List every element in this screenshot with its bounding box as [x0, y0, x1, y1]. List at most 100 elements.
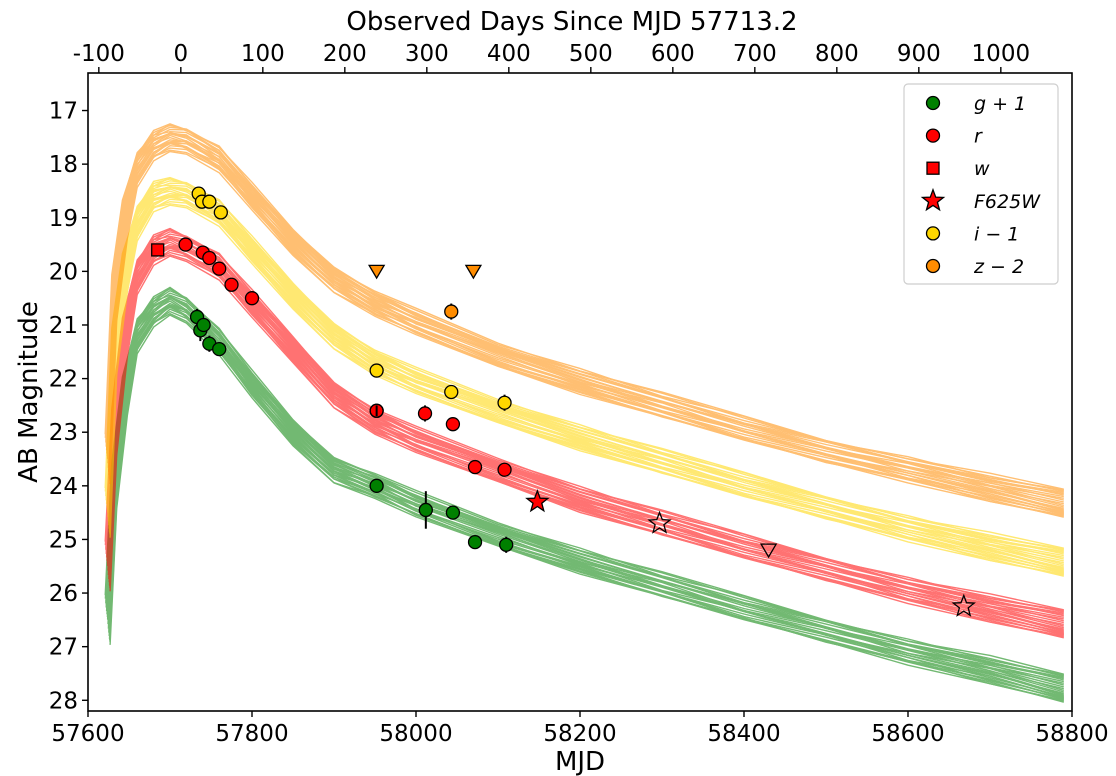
data-point [212, 261, 227, 276]
x-tick-label: 58400 [707, 721, 780, 747]
top-tick-label: 100 [241, 41, 285, 67]
top-tick-label: 500 [569, 41, 613, 67]
observation-group-6 [191, 186, 512, 411]
legend-label: r [974, 126, 983, 148]
y-tick-label: 22 [49, 367, 78, 393]
data-point [464, 264, 483, 280]
top-tick-label: 0 [174, 41, 189, 67]
data-point [444, 384, 459, 400]
data-point [178, 237, 193, 252]
model-curve [109, 204, 1064, 577]
legend-marker [920, 187, 946, 212]
observation-group-0 [189, 308, 514, 553]
data-point [417, 406, 433, 421]
legend-label: g + 1 [974, 93, 1026, 115]
data-point [467, 534, 483, 550]
data-point [497, 462, 512, 477]
observation-group-9 [759, 543, 778, 559]
legend-marker [925, 226, 941, 241]
top-tick-label: 300 [405, 41, 449, 67]
model-curve [105, 133, 1064, 498]
model-curve [105, 289, 1064, 678]
model-curve [105, 237, 1064, 618]
model-curve [109, 150, 1064, 518]
y-tick-label: 27 [49, 635, 78, 661]
data-point [445, 505, 461, 520]
data-point [368, 264, 386, 280]
legend-box [903, 83, 1059, 285]
y-axis-label: AB Magnitude [14, 301, 44, 483]
data-point [151, 243, 165, 257]
legend-marker [925, 128, 941, 143]
top-tick-label: 900 [897, 41, 941, 67]
observation-points [151, 186, 976, 617]
y-tick-label: 24 [49, 474, 78, 500]
top-tick-label: 200 [323, 41, 367, 67]
model-curve [109, 314, 1064, 703]
data-point [499, 537, 514, 552]
legend-label: F625W [974, 191, 1041, 213]
y-tick-label: 18 [49, 152, 78, 178]
observation-group-5 [647, 510, 976, 617]
data-point [418, 502, 433, 518]
data-point [467, 459, 483, 475]
y-tick-label: 21 [49, 313, 78, 339]
y-tick-label: 20 [49, 259, 78, 285]
y-tick-label: 28 [49, 688, 78, 714]
data-point [951, 593, 976, 617]
axis-ticks: 57600 57800 58000 58200 58400 58600 58800 17 18 1… [49, 41, 1109, 747]
x-tick-label: 58000 [379, 721, 452, 747]
legend: g + 1 rw F625W i − 1 z − 2 [903, 83, 1059, 285]
model-curve [108, 195, 1064, 572]
data-point [212, 341, 227, 357]
data-point [369, 403, 384, 418]
top-axis-label: Observed Days Since MJD 57713.2 [346, 7, 797, 37]
x-tick-label: 57600 [51, 721, 124, 747]
y-tick-label: 17 [49, 99, 78, 125]
model-band-0 [104, 286, 1065, 703]
top-tick-label: 400 [487, 41, 531, 67]
data-point [525, 489, 550, 513]
legend-label: i − 1 [974, 223, 1019, 245]
data-point [497, 395, 512, 410]
x-tick-label: 58200 [543, 721, 616, 747]
top-tick-label: 1000 [972, 41, 1031, 67]
observation-group-4 [525, 489, 550, 513]
y-tick-label: 26 [49, 581, 78, 607]
x-axis-label: MJD [555, 747, 605, 776]
legend-item: z − 2 [925, 256, 1024, 278]
data-point [647, 510, 672, 534]
model-curve [108, 246, 1064, 634]
top-tick-label: 600 [651, 41, 695, 67]
data-point [196, 317, 211, 333]
y-tick-label: 25 [49, 527, 78, 553]
observation-group-3 [151, 243, 165, 257]
model-curve [105, 296, 1064, 683]
legend-label: w [974, 158, 990, 180]
legend-item: w [926, 158, 990, 180]
legend-marker [925, 95, 941, 111]
observation-group-8 [368, 264, 483, 280]
model-bands [104, 123, 1065, 703]
model-curve [108, 141, 1064, 513]
model-curve [109, 255, 1064, 639]
model-curve [105, 186, 1064, 557]
observation-group-7 [444, 303, 459, 320]
model-band-3 [104, 123, 1064, 518]
data-point [445, 417, 461, 432]
legend-marker [926, 161, 940, 175]
top-tick-label: 800 [815, 41, 859, 67]
data-point [244, 291, 260, 306]
legend-item: i − 1 [925, 223, 1019, 245]
legend-item: r [925, 126, 983, 148]
legend-item: g + 1 [925, 93, 1026, 115]
data-point [202, 194, 217, 209]
x-tick-label: 57800 [215, 721, 288, 747]
legend-marker [925, 258, 941, 274]
data-point [369, 478, 384, 493]
model-band-1 [104, 227, 1064, 639]
y-tick-label: 23 [49, 420, 78, 446]
data-point [759, 543, 778, 559]
data-point [369, 363, 384, 378]
top-tick-label: 700 [733, 41, 777, 67]
